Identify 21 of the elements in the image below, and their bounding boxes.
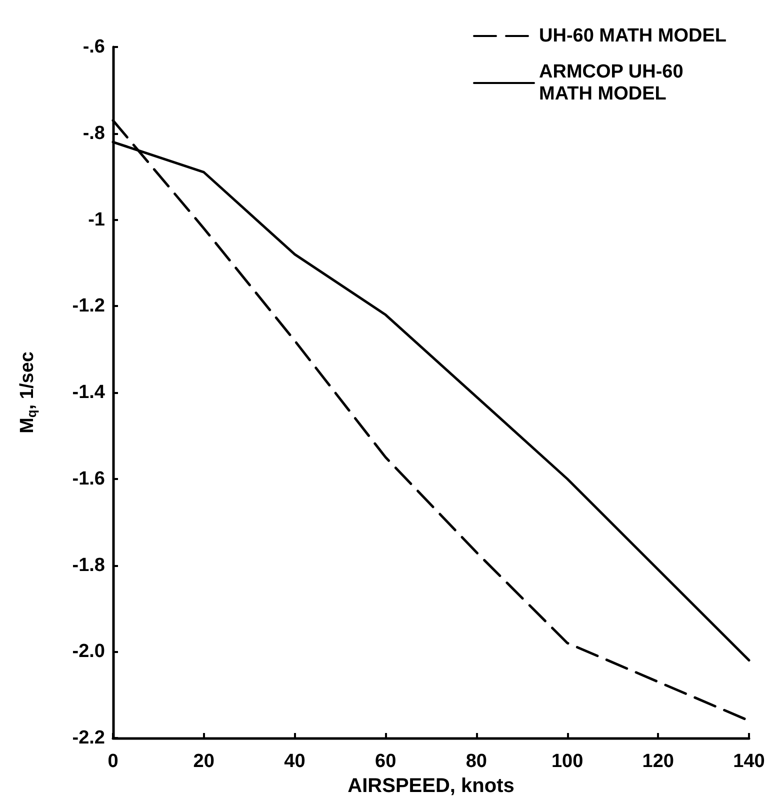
y-tick-label: -2.2	[72, 728, 105, 748]
y-tick-label: -1.2	[72, 296, 105, 317]
x-tick-label: 100	[551, 751, 584, 772]
x-tick-label: 40	[284, 751, 306, 772]
x-tick-label: 120	[642, 751, 674, 772]
y-tick-label: -.8	[82, 122, 105, 144]
y-tick-label: -2.0	[72, 641, 105, 662]
x-tick-label: 60	[375, 751, 396, 772]
x-axis-title: AIRSPEED, knots	[348, 775, 514, 797]
legend-label: ARMCOP UH-60 MATH MODEL	[539, 62, 689, 104]
x-tick-label: 80	[466, 751, 487, 772]
x-tick-label: 140	[733, 751, 765, 772]
y-axis-title: Mq, 1/sec	[17, 351, 39, 434]
x-tick-label: 20	[193, 751, 214, 772]
y-tick-label: -1.4	[72, 382, 106, 403]
y-tick-label: -.6	[82, 36, 105, 58]
legend-label: UH-60 MATH MODEL	[539, 26, 727, 46]
x-tick-label: 0	[108, 751, 118, 772]
y-tick-label: -1.6	[72, 468, 105, 490]
y-tick-label: -1	[88, 209, 106, 230]
y-tick-label: -1.8	[72, 554, 105, 576]
